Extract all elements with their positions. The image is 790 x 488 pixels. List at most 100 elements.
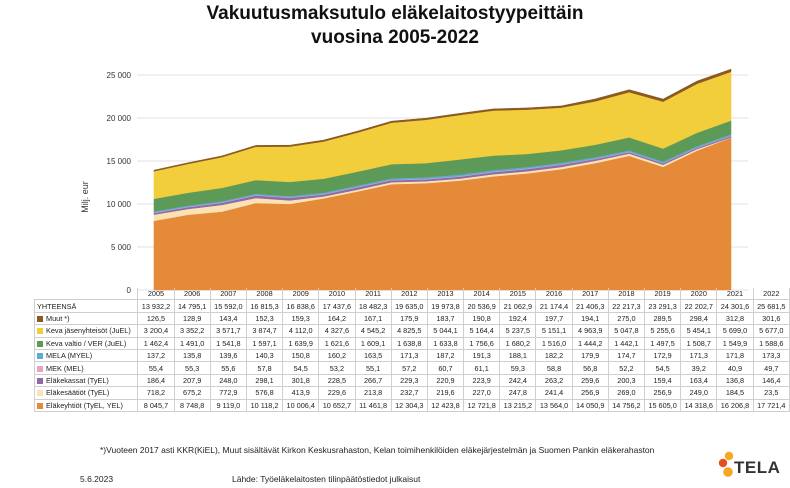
- table-cell: 137,2: [137, 348, 175, 363]
- table-cell: 188,1: [499, 348, 537, 363]
- table-cell: 298,1: [245, 373, 284, 388]
- y-tick-label: 5 000: [111, 243, 132, 252]
- table-cell: 128,9: [173, 311, 211, 326]
- table-cell: 197,7: [535, 311, 573, 326]
- table-cell: 191,3: [463, 348, 501, 363]
- table-cell: 219,6: [426, 386, 465, 400]
- table-cell: 312,8: [716, 311, 754, 326]
- table-cell: 52,2: [607, 361, 646, 375]
- table-cell: 179,9: [571, 348, 609, 363]
- table-cell: 126,5: [137, 311, 175, 326]
- legend-swatch: [37, 340, 43, 347]
- table-cell: 54,5: [282, 361, 320, 375]
- table-cell: 232,7: [390, 386, 428, 400]
- table-row-label: YHTEENSÄ: [33, 299, 139, 313]
- table-cell: 229,6: [318, 386, 356, 400]
- table-cell: 15 592,0: [209, 299, 247, 313]
- area-series: [153, 68, 732, 291]
- table-cell: 1 549,9: [716, 336, 754, 350]
- table-cell: 14 318,6: [680, 398, 718, 412]
- table-cell: 61,1: [463, 361, 501, 375]
- x-tick-label: 2011: [354, 288, 392, 301]
- legend-swatch: [37, 328, 43, 335]
- table-cell: 718,2: [137, 386, 175, 400]
- table-cell: 5 164,4: [463, 324, 501, 338]
- table-cell: 249,0: [680, 386, 718, 400]
- legend-label: Eläkesäätiöt (TyEL): [46, 388, 110, 398]
- table-row: Keva jäsenyhteisöt (JuEL) 3 200,4 3 352,2 3…: [33, 324, 790, 338]
- table-cell: 159,4: [643, 373, 682, 388]
- table-cell: 192,4: [499, 311, 537, 326]
- table-cell: 12 721,8: [463, 398, 501, 412]
- table-cell: 1 756,6: [463, 336, 501, 350]
- table-cell: 39,2: [680, 361, 718, 375]
- table-cell: 184,5: [716, 386, 754, 400]
- table-row: Eläkeyhtiöt (TyEL, YEL) 8 045,7 8 748,8 9 1…: [33, 398, 790, 412]
- table-cell: 4 825,5: [390, 324, 428, 338]
- table-cell: 21 174,4: [535, 299, 573, 313]
- table-cell: 194,1: [571, 311, 609, 326]
- table-cell: 8 748,8: [173, 398, 211, 412]
- table-cell: 229,3: [390, 373, 428, 388]
- table-cell: 5 699,0: [716, 324, 754, 338]
- table-cell: 5 454,1: [680, 324, 718, 338]
- table-cell: 1 638,8: [390, 336, 428, 350]
- table-cell: 1 680,2: [499, 336, 537, 350]
- x-tick-label: 2018: [607, 288, 646, 301]
- y-axis-label: Milj. eur: [80, 181, 90, 213]
- table-cell: 171,3: [390, 348, 428, 363]
- table-cell: 223,9: [463, 373, 501, 388]
- table-cell: 40,9: [716, 361, 754, 375]
- table-cell: 21 406,3: [571, 299, 609, 313]
- y-tick-label: 10 000: [107, 200, 132, 209]
- table-cell: 163,4: [680, 373, 718, 388]
- table-cell: 247,8: [499, 386, 537, 400]
- table-cell: 5 237,5: [499, 324, 537, 338]
- table-cell: 190,8: [463, 311, 501, 326]
- table-cell: 8 045,7: [137, 398, 175, 412]
- table-cell: 49,7: [752, 361, 790, 375]
- table-cell: 54,5: [643, 361, 682, 375]
- table-cell: 1 597,1: [245, 336, 284, 350]
- legend-swatch: [37, 402, 43, 409]
- area-muut: [153, 68, 732, 172]
- table-cell: 241,4: [535, 386, 573, 400]
- table-cell: 139,6: [209, 348, 247, 363]
- x-tick-label: 2019: [643, 288, 682, 301]
- legend-label: Muut *): [46, 313, 70, 323]
- table-cell: 1 588,6: [752, 336, 790, 350]
- legend-entry: Keva jäsenyhteisöt (JuEL): [33, 324, 139, 338]
- table-header-blank: [35, 288, 138, 300]
- table-cell: 3 571,7: [209, 324, 247, 338]
- x-tick-label: 2022: [752, 288, 790, 301]
- table-cell: 17 437,6: [318, 299, 356, 313]
- table-cell: 55,4: [137, 361, 175, 375]
- date-label: 5.6.2023: [80, 474, 114, 484]
- chart-title-line2: vuosina 2005-2022: [311, 27, 479, 48]
- table-cell: 25 681,5: [752, 299, 790, 313]
- table-cell: 1 609,1: [354, 336, 392, 350]
- table-cell: 266,7: [354, 373, 392, 388]
- table-cell: 20 536,9: [463, 299, 501, 313]
- chart-title-line1: Vakuutusmaksutulo eläkelaitostyypeittäin: [206, 3, 584, 24]
- table-cell: 16 206,8: [716, 398, 754, 412]
- table-cell: 163,5: [354, 348, 392, 363]
- x-tick-label: 2010: [318, 288, 356, 301]
- table-cell: 4 545,2: [354, 324, 392, 338]
- table-cell: 59,3: [499, 361, 537, 375]
- table-cell: 3 352,2: [173, 324, 211, 338]
- y-tick-label: 25 000: [107, 71, 132, 80]
- table-cell: 1 444,2: [571, 336, 609, 350]
- legend-label: MEK (MEL): [46, 363, 84, 373]
- legend-swatch: [37, 353, 43, 360]
- table-cell: 22 217,3: [607, 299, 646, 313]
- table-cell: 18 482,3: [354, 299, 392, 313]
- table-row: Eläkekassat (TyEL) 186,4 207,9 248,0 298,1 30…: [33, 373, 790, 388]
- table-cell: 171,3: [680, 348, 718, 363]
- table-cell: 772,9: [209, 386, 247, 400]
- legend-label: Keva jäsenyhteisöt (JuEL): [46, 326, 131, 336]
- table-cell: 17 721,4: [752, 398, 790, 412]
- x-tick-label: 2013: [426, 288, 465, 301]
- table-cell: 413,9: [282, 386, 320, 400]
- x-tick-label: 2021: [716, 288, 754, 301]
